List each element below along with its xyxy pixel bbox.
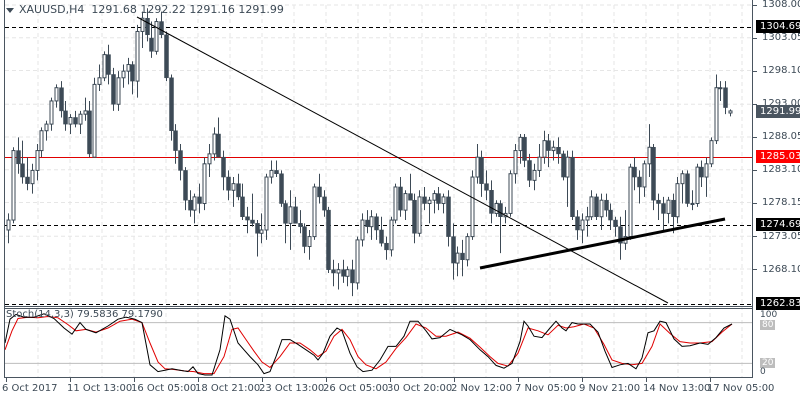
dropdown-triangle-icon[interactable] bbox=[6, 7, 14, 13]
high-value: 1292.22 bbox=[140, 3, 186, 16]
price-tick: 1283.10 bbox=[762, 164, 800, 175]
stoch-level-80: 80 bbox=[760, 320, 776, 330]
support-price-tag-lower: 1262.83 bbox=[756, 297, 800, 310]
trendlines[interactable] bbox=[136, 16, 726, 304]
price-tick: 1268.10 bbox=[762, 264, 800, 275]
chart-title: XAUUSD,H4 1291.68 1292.22 1291.16 1291.9… bbox=[6, 3, 284, 16]
symbol-label: XAUUSD,H4 bbox=[19, 3, 85, 16]
time-label: 17 Nov 05:00 bbox=[707, 383, 775, 394]
open-value: 1291.68 bbox=[91, 3, 137, 16]
time-label: 16 Oct 05:00 bbox=[131, 383, 197, 394]
chart-frame bbox=[4, 0, 757, 382]
price-tick: 1298.10 bbox=[762, 65, 800, 76]
support-price-tag: 1274.69 bbox=[756, 218, 800, 231]
time-label: 26 Oct 05:00 bbox=[323, 383, 389, 394]
price-tick: 1293.00 bbox=[762, 98, 800, 109]
price-tick: 1278.15 bbox=[762, 197, 800, 208]
time-label: 30 Oct 20:00 bbox=[387, 383, 453, 394]
time-label: 23 Oct 13:00 bbox=[259, 383, 325, 394]
low-value: 1291.16 bbox=[189, 3, 235, 16]
stochastic-oscillator bbox=[4, 313, 752, 376]
stoch-level-20: 20 bbox=[760, 358, 776, 368]
stoch-level-0: 0 bbox=[760, 367, 766, 377]
time-label: 6 Oct 2017 bbox=[2, 383, 58, 394]
price-tick: 1273.05 bbox=[762, 231, 800, 242]
time-label: 2 Nov 12:00 bbox=[451, 383, 513, 394]
time-label: 11 Oct 13:00 bbox=[67, 383, 133, 394]
stoch-level-100: 100 bbox=[760, 310, 778, 320]
price-tick: 1288.05 bbox=[762, 131, 800, 142]
time-label: 7 Nov 05:00 bbox=[515, 383, 577, 394]
resistance-price-tag: 1304.69 bbox=[756, 20, 800, 33]
time-label: 18 Oct 21:00 bbox=[195, 383, 261, 394]
time-label: 14 Nov 13:00 bbox=[643, 383, 711, 394]
current-price-tag: 1291.99 bbox=[756, 105, 800, 118]
candlesticks bbox=[6, 8, 733, 297]
time-label: 9 Nov 21:00 bbox=[579, 383, 641, 394]
pivot-price-tag: 1285.03 bbox=[756, 150, 800, 163]
price-tick: 1303.05 bbox=[762, 32, 800, 43]
stochastic-label: Stoch(14,3,3) 79.5836 79.1790 bbox=[6, 309, 163, 320]
horizontal-levels bbox=[5, 27, 752, 305]
price-tick: 1308.00 bbox=[762, 0, 800, 10]
close-value: 1291.99 bbox=[238, 3, 284, 16]
